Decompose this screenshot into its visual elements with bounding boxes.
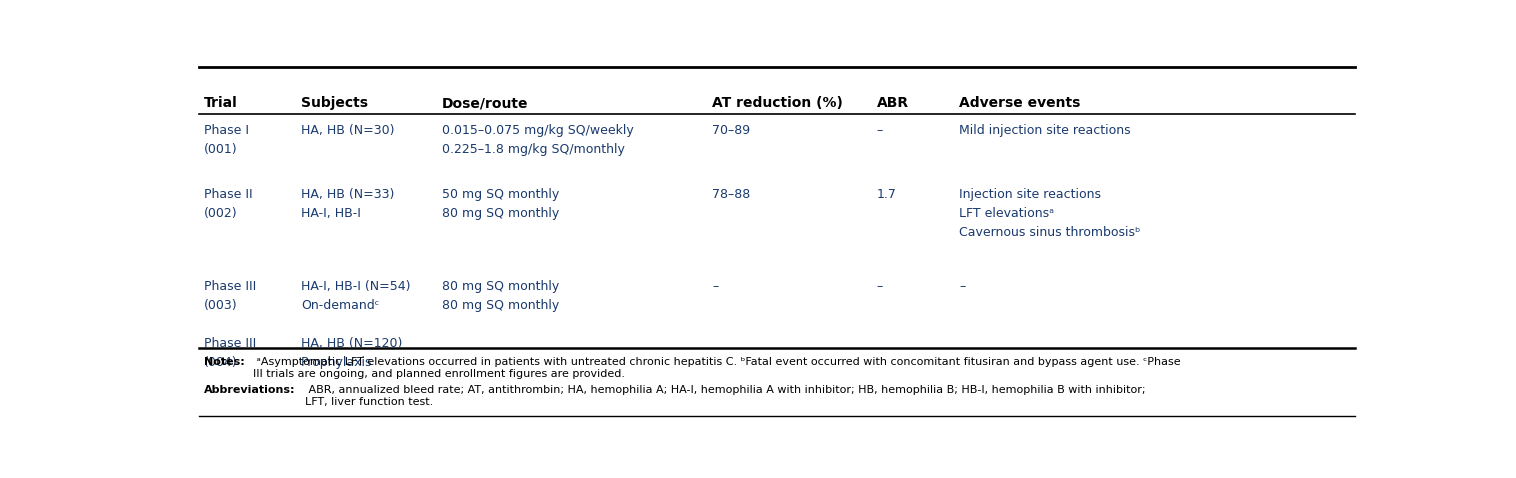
Text: ᵃAsymptomatic LFT elevations occurred in patients with untreated chronic hepatit: ᵃAsymptomatic LFT elevations occurred in… xyxy=(253,358,1181,379)
Text: 80 mg SQ monthly: 80 mg SQ monthly xyxy=(443,299,559,312)
Text: Phase III: Phase III xyxy=(203,280,256,293)
Text: (004): (004) xyxy=(203,356,236,369)
Text: 80 mg SQ monthly: 80 mg SQ monthly xyxy=(443,280,559,293)
Text: Notes:: Notes: xyxy=(203,358,244,367)
Text: Phase II: Phase II xyxy=(203,188,252,201)
Text: –: – xyxy=(713,280,719,293)
Text: HA, HB (N=33): HA, HB (N=33) xyxy=(302,188,394,201)
Text: HA-I, HB-I (N=54): HA-I, HB-I (N=54) xyxy=(302,280,411,293)
Text: 70–89: 70–89 xyxy=(713,124,750,137)
Text: 50 mg SQ monthly: 50 mg SQ monthly xyxy=(443,188,559,201)
Text: Phase III: Phase III xyxy=(203,337,256,350)
Text: HA-I, HB-I: HA-I, HB-I xyxy=(302,207,361,220)
Text: 0.225–1.8 mg/kg SQ/monthly: 0.225–1.8 mg/kg SQ/monthly xyxy=(443,143,625,156)
Text: Abbreviations:: Abbreviations: xyxy=(203,385,296,395)
Text: Subjects: Subjects xyxy=(302,96,368,110)
Text: (002): (002) xyxy=(203,207,236,220)
Text: Adverse events: Adverse events xyxy=(960,96,1081,110)
Text: 1.7: 1.7 xyxy=(876,188,896,201)
Text: Trial: Trial xyxy=(203,96,238,110)
Text: On-demandᶜ: On-demandᶜ xyxy=(302,299,379,312)
Text: (003): (003) xyxy=(203,299,236,312)
Text: AT reduction (%): AT reduction (%) xyxy=(713,96,843,110)
Text: Injection site reactions: Injection site reactions xyxy=(960,188,1101,201)
Text: 0.015–0.075 mg/kg SQ/weekly: 0.015–0.075 mg/kg SQ/weekly xyxy=(443,124,634,137)
Text: –: – xyxy=(876,280,882,293)
Text: 80 mg SQ monthly: 80 mg SQ monthly xyxy=(443,207,559,220)
Text: –: – xyxy=(960,280,966,293)
Text: Prophylaxis: Prophylaxis xyxy=(302,356,373,369)
Text: ABR, annualized bleed rate; AT, antithrombin; HA, hemophilia A; HA-I, hemophilia: ABR, annualized bleed rate; AT, antithro… xyxy=(305,385,1145,406)
Text: (001): (001) xyxy=(203,143,236,156)
Text: Dose/route: Dose/route xyxy=(443,96,529,110)
Text: HA, HB (N=120): HA, HB (N=120) xyxy=(302,337,402,350)
Text: Cavernous sinus thrombosisᵇ: Cavernous sinus thrombosisᵇ xyxy=(960,226,1140,239)
Text: Mild injection site reactions: Mild injection site reactions xyxy=(960,124,1131,137)
Text: LFT elevationsᵃ: LFT elevationsᵃ xyxy=(960,207,1054,220)
Text: 78–88: 78–88 xyxy=(713,188,750,201)
Text: HA, HB (N=30): HA, HB (N=30) xyxy=(302,124,394,137)
Text: –: – xyxy=(876,124,882,137)
Text: ABR: ABR xyxy=(876,96,910,110)
Text: Phase I: Phase I xyxy=(203,124,249,137)
